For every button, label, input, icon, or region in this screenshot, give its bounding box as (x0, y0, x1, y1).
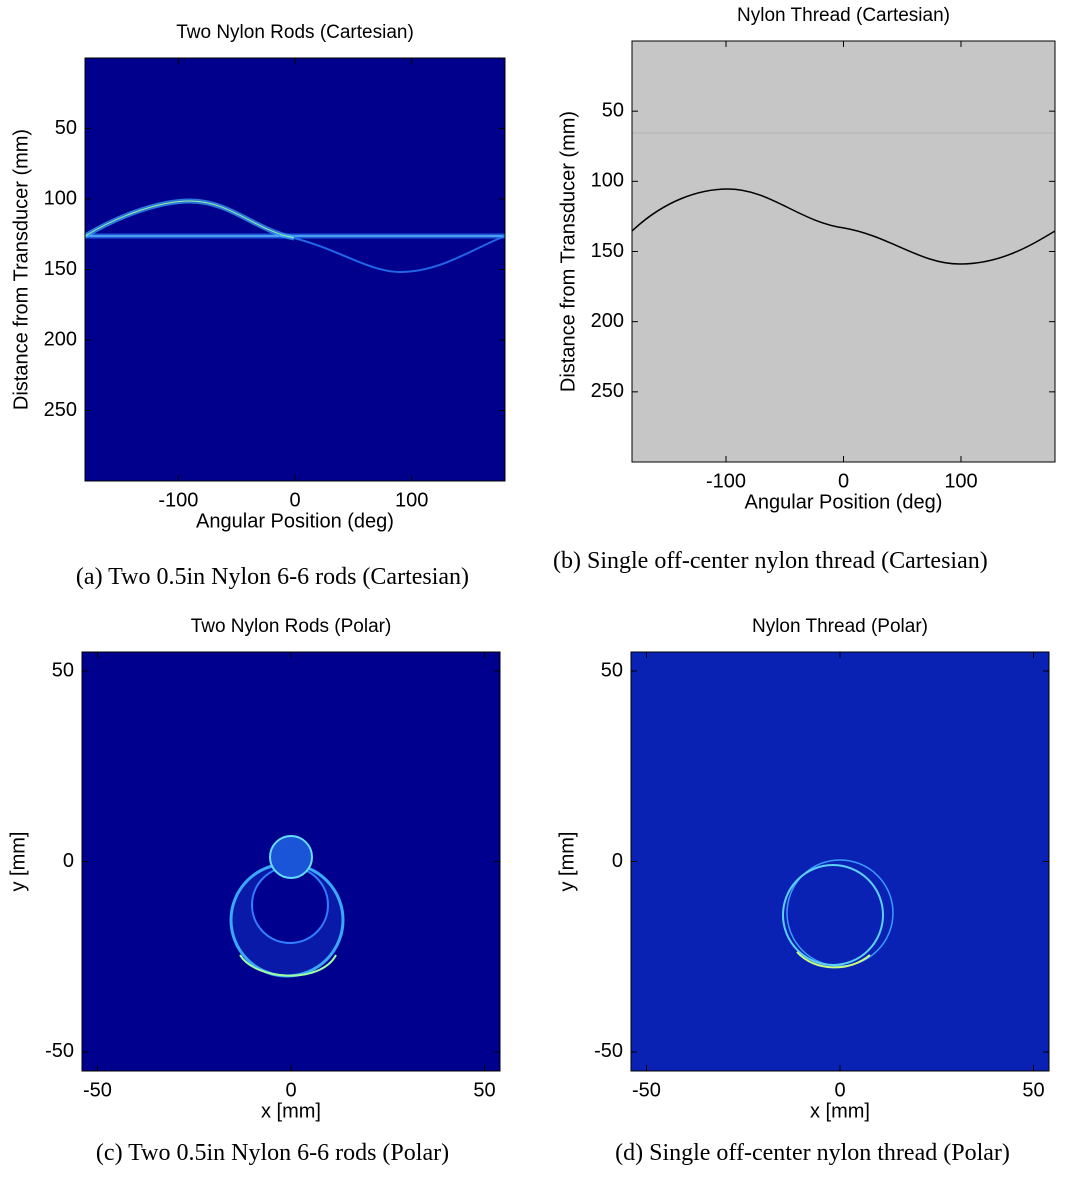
x-axis-label: x [mm] (261, 1100, 321, 1122)
y-axis-label: y [mm] (556, 832, 578, 892)
y-tick-label: 200 (591, 310, 624, 332)
plot-title: Two Nylon Rods (Polar) (191, 616, 392, 637)
y-tick-label: 250 (44, 399, 77, 421)
y-tick-label: -50 (45, 1040, 74, 1062)
y-tick-label: 250 (591, 380, 624, 402)
image-b (631, 41, 1056, 462)
x-tick-label: 0 (834, 1079, 845, 1101)
x-tick-label: -50 (83, 1079, 112, 1101)
x-tick-label: 50 (1022, 1079, 1044, 1101)
x-tick-label: 100 (944, 470, 977, 492)
y-tick-label: 0 (612, 850, 623, 872)
x-tick-label: -100 (706, 470, 746, 492)
y-tick-label: 50 (52, 659, 74, 681)
x-tick-label: 50 (473, 1079, 495, 1101)
y-axis-label: Distance from Transducer (mm) (10, 129, 32, 410)
y-tick-label: 50 (602, 99, 624, 121)
y-axis-label: y [mm] (7, 832, 29, 892)
y-axis-label: Distance from Transducer (mm) (557, 111, 579, 392)
y-tick-label: 50 (55, 117, 77, 139)
y-tick-label: 50 (601, 659, 623, 681)
x-tick-label: 0 (289, 489, 300, 511)
x-tick-label: 0 (285, 1079, 296, 1101)
plot-title: Nylon Thread (Cartesian) (737, 5, 950, 26)
y-tick-label: 200 (44, 328, 77, 350)
y-tick-label: 100 (44, 187, 77, 209)
y-tick-label: -50 (594, 1040, 623, 1062)
y-tick-label: 150 (44, 258, 77, 280)
x-axis-label: Angular Position (deg) (745, 491, 943, 513)
x-axis-label: Angular Position (deg) (196, 510, 394, 532)
y-tick-label: 100 (591, 170, 624, 192)
image-a (83, 58, 506, 481)
caption: (d) Single off-center nylon thread (Pola… (615, 1140, 1010, 1166)
x-tick-label: 0 (838, 470, 849, 492)
x-tick-label: -100 (158, 489, 198, 511)
caption: (c) Two 0.5in Nylon 6-6 rods (Polar) (95, 1140, 450, 1166)
plot-title: Two Nylon Rods (Cartesian) (176, 22, 414, 43)
image-d (631, 652, 1049, 1071)
caption: (a) Two 0.5in Nylon 6-6 rods (Cartesian) (75, 564, 470, 590)
x-tick-label: -50 (632, 1079, 661, 1101)
y-tick-label: 0 (63, 850, 74, 872)
caption: (b) Single off-center nylon thread (Cart… (553, 548, 988, 574)
plot-title: Nylon Thread (Polar) (752, 616, 928, 637)
image-c (82, 652, 500, 1071)
y-tick-label: 150 (591, 240, 624, 262)
x-axis-label: x [mm] (810, 1100, 870, 1122)
x-tick-label: 100 (395, 489, 428, 511)
